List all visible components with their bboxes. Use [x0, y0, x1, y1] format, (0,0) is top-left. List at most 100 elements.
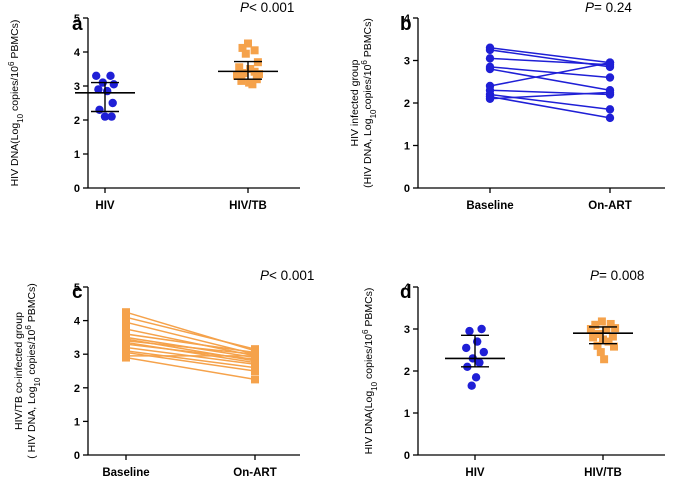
data-point	[238, 43, 247, 52]
y-tick-label: 3	[404, 56, 410, 68]
data-point	[100, 112, 110, 121]
data-point	[473, 337, 482, 346]
data-point	[251, 351, 259, 360]
series-hiv-tb	[218, 39, 278, 89]
data-point	[250, 46, 259, 55]
data-point	[605, 113, 615, 123]
p-value-text: = 0.24	[594, 0, 632, 15]
paired-line	[125, 356, 256, 381]
paired-line	[489, 68, 611, 91]
x-category-label: Baseline	[466, 200, 513, 212]
data-point	[605, 58, 615, 67]
series-hiv	[485, 43, 615, 123]
data-point	[593, 341, 602, 350]
data-point	[605, 88, 615, 97]
data-point	[106, 71, 115, 81]
paired-line	[125, 316, 256, 350]
y-tick-label: 1	[404, 141, 410, 153]
y-label-text: PBMCs)	[363, 288, 375, 330]
data-point	[485, 54, 495, 63]
x-category-label: HIV/TB	[229, 200, 267, 212]
data-point	[95, 105, 104, 115]
data-point	[251, 367, 259, 375]
y-label-text: PBMCs)	[9, 20, 21, 62]
paired-line	[489, 61, 611, 87]
y-label-text: PBMCs)	[362, 18, 374, 60]
y-axis-label: HIV/TB co-infected group	[13, 312, 25, 430]
p-value-prefix: P	[260, 268, 269, 283]
paired-line	[125, 350, 256, 369]
p-value-text: = 0.008	[599, 268, 644, 283]
data-point	[103, 86, 112, 96]
paired-line	[489, 47, 611, 64]
data-point	[255, 70, 263, 79]
data-point	[485, 64, 495, 74]
p-value-label: P< 0.001	[260, 268, 314, 283]
y-tick-label: 1	[74, 149, 80, 161]
panel-d: 0 1 2 3 4 HIV HIV/TB d P= 0.008 HIV DNA(Log10 cop…	[361, 268, 665, 478]
panel-letter: a	[72, 14, 83, 35]
p-value-label: P= 0.24	[585, 0, 632, 15]
data-point	[108, 98, 117, 108]
y-label-text: copies/10	[362, 64, 374, 109]
y-tick-label: 0	[74, 183, 80, 195]
series-hiv	[75, 71, 135, 121]
data-point	[477, 324, 486, 334]
y-label-superscript: 6	[7, 61, 16, 66]
series-hiv-tb	[573, 317, 633, 364]
data-point	[109, 80, 119, 89]
y-tick-label: 3	[74, 81, 80, 93]
data-point	[611, 324, 620, 333]
data-point	[589, 333, 598, 342]
y-tick-label: 2	[404, 366, 410, 378]
data-point	[606, 319, 615, 328]
y-tick-label: 4	[404, 282, 411, 294]
data-point	[610, 342, 618, 351]
p-value-prefix: P	[585, 0, 594, 15]
y-axis-label: HIV infected group	[349, 59, 361, 146]
x-category-label: HIV/TB	[584, 467, 622, 478]
p-value-text: < 0.001	[249, 0, 294, 15]
panel-letter: d	[400, 282, 412, 303]
y-tick-label: 5	[74, 282, 80, 294]
paired-line	[489, 95, 611, 119]
data-point	[94, 85, 103, 94]
series-hiv-tb	[122, 308, 259, 384]
panel-c: 0 1 2 3 4 5 Baseline On-ART c P< 0.001 HIV/TB co-i…	[13, 268, 314, 478]
paired-line	[489, 57, 611, 66]
paired-line	[125, 340, 256, 355]
data-point	[605, 73, 615, 82]
data-point	[604, 337, 613, 346]
paired-line	[125, 333, 256, 354]
panel-letter: b	[400, 14, 412, 35]
y-tick-label: 4	[404, 13, 411, 25]
y-label-text: HIV DNA(Log	[9, 123, 21, 187]
data-point	[591, 320, 600, 329]
data-point	[239, 69, 248, 78]
data-point	[107, 112, 116, 121]
x-category-label: HIV	[465, 467, 485, 478]
data-point	[602, 325, 611, 334]
data-point	[475, 358, 484, 367]
data-point	[237, 76, 246, 85]
y-label-superscript: 6	[360, 60, 369, 65]
data-point	[586, 325, 595, 333]
y-tick-label: 2	[74, 115, 80, 127]
y-label-subscript: 10	[369, 109, 378, 118]
data-point	[471, 373, 481, 382]
paired-line	[125, 343, 256, 360]
y-label-text: HIV DNA(Log	[363, 391, 375, 455]
data-point	[122, 308, 130, 317]
data-point	[122, 325, 130, 333]
p-value-text: < 0.001	[269, 268, 314, 283]
y-tick-label: 0	[404, 450, 410, 462]
data-point	[235, 63, 244, 72]
data-point	[233, 71, 241, 80]
y-axis-label: ( HIV DNA, Log10 copies/106 PBMCs)	[24, 283, 42, 459]
y-label-text: PBMCs)	[26, 283, 38, 325]
panel-a: 0 1 2 3 4 5 HIV HIV/TB a P< 0.001 HIV DNA(Log10 co…	[7, 0, 300, 212]
y-tick-label: 5	[74, 13, 80, 25]
data-point	[605, 105, 615, 114]
y-label-text: ( HIV DNA, Log	[26, 386, 38, 459]
data-point	[122, 318, 130, 327]
